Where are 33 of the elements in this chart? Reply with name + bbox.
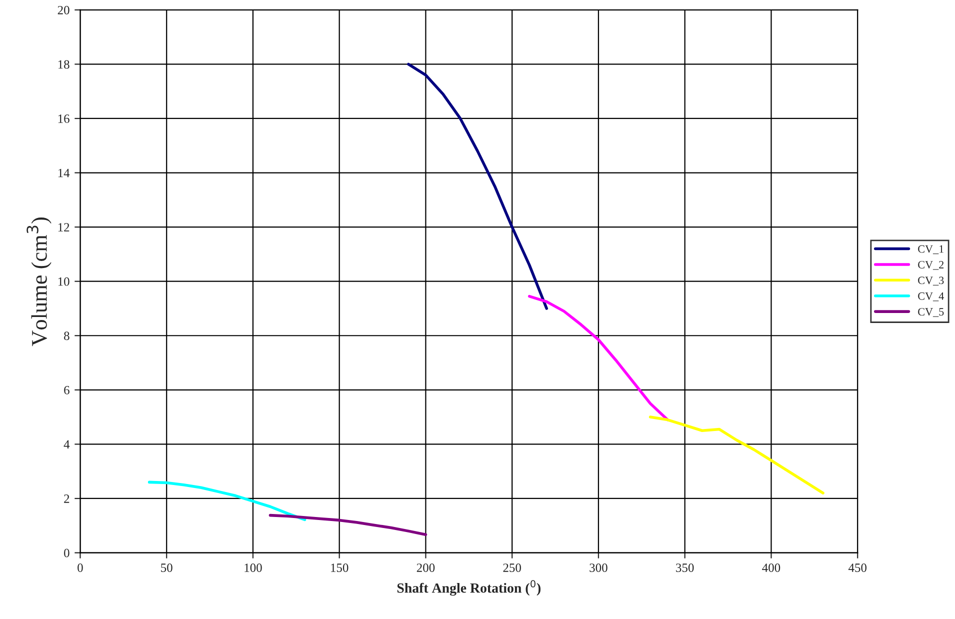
y-tick-label: 0 — [64, 548, 70, 558]
y-tick-label: 8 — [64, 332, 70, 340]
legend-label: CV_3 — [918, 276, 944, 286]
line-series — [268, 514, 428, 536]
x-tick-label: 400 — [762, 564, 780, 572]
x-tick-label: 250 — [503, 564, 521, 572]
legend-label: CV_2 — [918, 260, 944, 270]
y-tick-label: 12 — [58, 223, 70, 232]
x-tick-label: 200 — [416, 564, 435, 572]
x-tick-label: 350 — [676, 564, 694, 572]
x-tick-label: 450 — [848, 564, 866, 572]
x-tick-label: 50 — [161, 564, 172, 572]
legend-label: CV_1 — [918, 245, 944, 254]
y-tick-label: 18 — [58, 60, 70, 69]
y-tick-label: 4 — [64, 440, 70, 449]
y-axis-title: Volume (cm$^{3}$) — [26, 218, 52, 346]
y-tick-label: 16 — [58, 114, 70, 123]
line-series — [148, 480, 306, 522]
y-tick-label: 20 — [58, 6, 70, 14]
legend-label: CV_5 — [918, 308, 944, 317]
legend-label: CV_4 — [918, 292, 944, 302]
line-series — [407, 62, 548, 310]
x-tick-label: 150 — [331, 564, 348, 572]
y-tick-label: 6 — [64, 386, 70, 394]
line-series — [528, 294, 669, 422]
y-tick-label: 10 — [58, 277, 70, 286]
y-tick-label: 2 — [64, 494, 70, 503]
line-series — [648, 416, 824, 494]
x-axis-title: Shaft Angle Rotation ($^{0}$) — [397, 580, 540, 596]
y-tick-label: 14 — [58, 168, 70, 178]
x-tick-label: 100 — [244, 564, 262, 572]
x-tick-label: 300 — [590, 564, 608, 572]
x-tick-label: 0 — [78, 564, 83, 572]
